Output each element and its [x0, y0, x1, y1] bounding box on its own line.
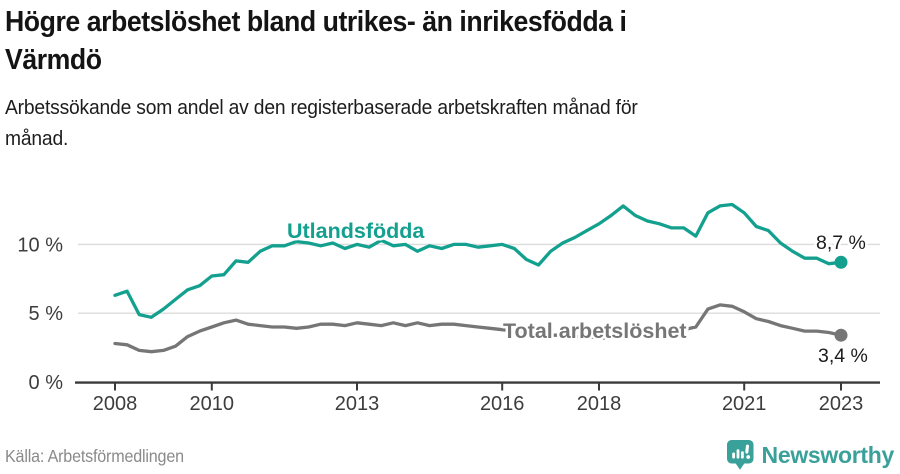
series-line-utlandsfodda	[113, 202, 843, 319]
end-dot-utlandsfodda	[834, 255, 848, 269]
source-note: Källa: Arbetsförmedlingen	[5, 446, 184, 466]
x-tick-label: 2010	[190, 393, 235, 415]
chart-bubble-icon	[726, 440, 754, 470]
end-dot-total	[834, 328, 848, 342]
newsworthy-logo: Newsworthy	[726, 438, 894, 472]
x-tick-label: 2021	[722, 393, 767, 415]
series-line-total	[113, 303, 843, 354]
x-tick-label: 2016	[480, 393, 525, 415]
y-tick-label: 0 %	[29, 372, 64, 394]
x-tick-label: 2008	[93, 393, 138, 415]
y-tick-label: 10 %	[17, 234, 63, 256]
x-tick-label: 2023	[819, 393, 864, 415]
x-tick-label: 2018	[577, 393, 622, 415]
end-value-label-utlandsfodda: 8,7 %	[816, 232, 866, 254]
page-subtitle: Arbetssökande som andel av den registerb…	[5, 96, 638, 150]
series-label-total: Total arbetslöshet	[503, 319, 687, 343]
end-value-label-total: 3,4 %	[818, 345, 868, 367]
x-tick-label: 2013	[335, 393, 380, 415]
page-title: Högre arbetslöshet bland utrikes- än inr…	[5, 6, 627, 76]
newsworthy-logo-text: Newsworthy	[761, 441, 895, 468]
series-label-utlandsfodda: Utlandsfödda	[287, 219, 425, 243]
y-tick-label: 5 %	[29, 303, 64, 325]
